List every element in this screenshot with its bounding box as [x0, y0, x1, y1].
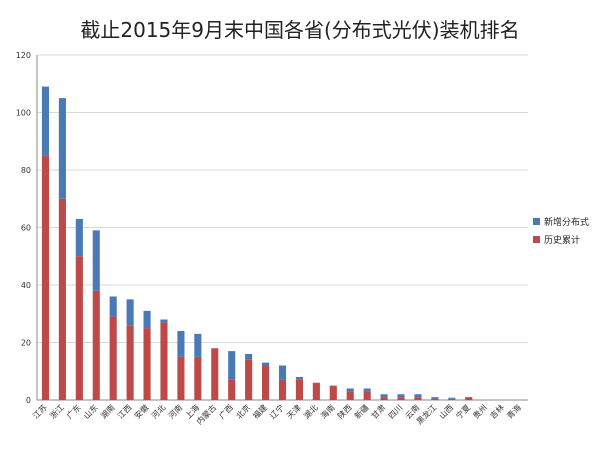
bar-history	[312, 382, 320, 400]
bar-history	[177, 356, 185, 400]
bar-increment	[109, 296, 117, 317]
x-tick-label: 新疆	[352, 402, 370, 420]
bar-increment	[278, 365, 287, 380]
x-tick-label: 陕西	[335, 402, 353, 420]
x-tick-label: 山东	[81, 402, 99, 420]
x-tick-label: 吉林	[488, 402, 506, 420]
bar-increment	[245, 354, 253, 360]
x-tick-label: 北京	[234, 402, 252, 420]
y-tick-label: 80	[21, 166, 31, 175]
bar-history	[228, 379, 236, 400]
bar-increment	[363, 388, 371, 392]
bar-increment	[448, 397, 456, 399]
bar-increment	[92, 230, 100, 291]
x-tick-label: 辽宁	[268, 402, 286, 420]
x-tick-label: 宁夏	[454, 402, 472, 420]
legend-label-history: 历史累计	[544, 235, 581, 246]
bar-history	[194, 356, 202, 400]
bar-history	[75, 256, 83, 400]
x-tick-label: 贵州	[471, 402, 489, 420]
bar-history	[245, 359, 253, 400]
x-tick-label: 湖北	[302, 403, 320, 421]
bar-history	[92, 290, 100, 400]
x-tick-label: 山西	[437, 402, 455, 420]
x-tick-label: 江西	[116, 403, 134, 421]
x-tick-label: 广西	[217, 402, 235, 420]
y-tick-label: 100	[16, 109, 31, 118]
bar-increment	[75, 218, 83, 257]
bar-history	[278, 379, 287, 400]
bar-increment	[160, 319, 168, 323]
x-tick-label: 河北	[149, 402, 167, 420]
bar-history	[262, 365, 270, 400]
y-tick-label: 60	[21, 224, 31, 233]
bar-history	[448, 398, 456, 400]
x-tick-label: 安徽	[132, 402, 150, 420]
bar-increment	[177, 331, 185, 357]
x-tick-label: 福建	[251, 402, 269, 420]
y-tick-label: 40	[21, 281, 31, 290]
legend-swatch-history	[533, 235, 540, 243]
bar-increment	[397, 394, 405, 398]
x-tick-label: 湖南	[98, 402, 116, 420]
bar-history	[295, 379, 303, 400]
bar-history	[126, 325, 134, 400]
legend-item-increment: 新增分布式	[533, 212, 589, 230]
bar-increment	[380, 394, 388, 398]
bar-history	[41, 155, 50, 400]
bar-history	[363, 391, 371, 400]
bar-increment	[431, 397, 439, 399]
x-tick-label: 天津	[284, 402, 302, 420]
bar-history	[109, 316, 117, 400]
bar-increment	[346, 388, 354, 392]
x-tick-label: 甘肃	[369, 402, 387, 420]
bar-history	[346, 391, 354, 400]
bar-increment	[58, 98, 66, 199]
bar-history	[465, 397, 473, 400]
bar-history	[329, 385, 337, 400]
x-tick-label: 海南	[318, 402, 336, 420]
x-tick-label: 河南	[166, 402, 184, 420]
bar-increment	[228, 351, 236, 380]
x-tick-label: 江苏	[30, 402, 48, 420]
bar-history	[211, 348, 219, 400]
y-tick-label: 20	[21, 339, 31, 348]
legend-label-increment: 新增分布式	[544, 217, 590, 228]
bars	[41, 86, 473, 400]
x-tick-label: 浙江	[47, 402, 65, 420]
bar-history	[160, 322, 168, 400]
bar-history	[58, 198, 66, 400]
bar-increment	[143, 310, 151, 329]
bar-increment	[194, 333, 202, 357]
bar-history	[397, 397, 405, 400]
x-tick-label: 广东	[64, 402, 82, 420]
bar-increment	[41, 86, 50, 156]
y-tick-label: 120	[16, 51, 31, 60]
bar-increment	[295, 377, 303, 380]
x-tick-label: 四川	[387, 403, 405, 421]
x-tick-label: 青海	[505, 402, 523, 420]
bar-increment	[414, 394, 422, 398]
bar-history	[143, 328, 151, 400]
bar-history	[380, 397, 388, 400]
legend-swatch-increment	[533, 217, 540, 225]
legend: 新增分布式 历史累计	[533, 212, 589, 248]
bar-increment	[126, 299, 134, 326]
chart-title: 截止2015年9月末中国各省(分布式光伏)装机排名	[80, 18, 520, 42]
legend-item-history: 历史累计	[533, 230, 589, 248]
bar-history	[431, 398, 439, 400]
y-tick-label: 0	[26, 396, 31, 405]
bar-history	[414, 397, 422, 400]
bar-increment	[262, 362, 270, 366]
